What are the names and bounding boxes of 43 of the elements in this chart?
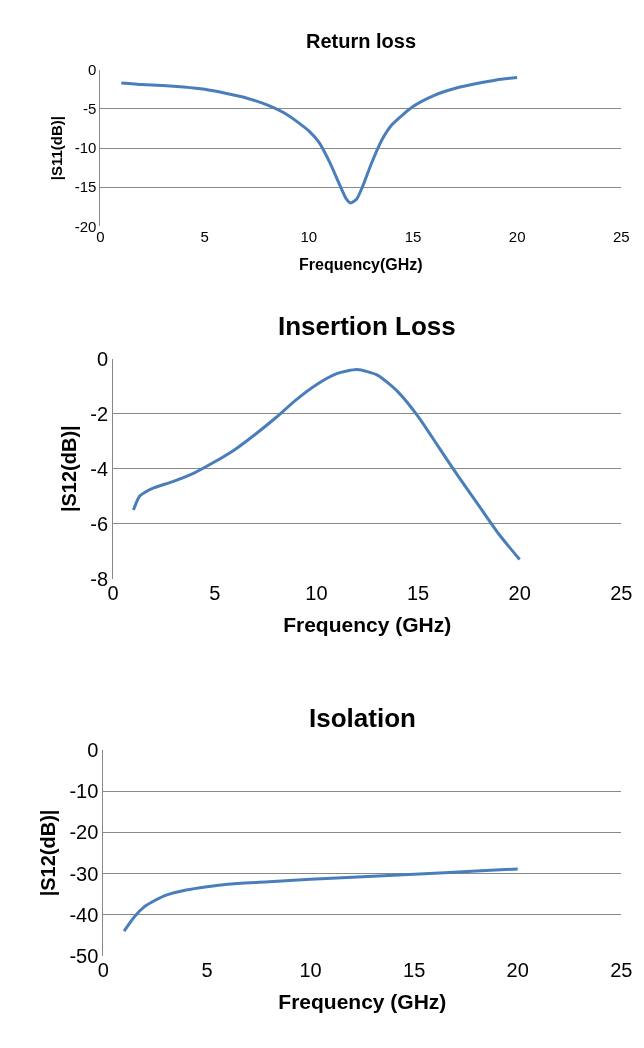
x-tick-label: 10 bbox=[305, 581, 328, 604]
x-tick-label: 15 bbox=[404, 228, 422, 246]
y-tick-label: -20 bbox=[74, 217, 97, 235]
x-tick-label: 25 bbox=[612, 228, 630, 246]
chart-title: Insertion Loss bbox=[278, 311, 456, 341]
y-tick-label: 0 bbox=[87, 739, 99, 762]
y-tick-label: -2 bbox=[90, 402, 109, 425]
y-axis-title: |S12(dB)| bbox=[57, 425, 80, 513]
x-tick-label: 10 bbox=[299, 958, 322, 981]
y-tick-label: -4 bbox=[90, 457, 109, 480]
y-axis-title: |S11(dB)| bbox=[48, 115, 65, 181]
x-tick-label: 5 bbox=[201, 958, 213, 981]
y-tick-label: -10 bbox=[69, 780, 99, 803]
y-tick-label: -8 bbox=[90, 567, 109, 590]
x-axis-title: Frequency(GHz) bbox=[299, 256, 423, 274]
line-series bbox=[131, 368, 522, 562]
y-tick-label: -5 bbox=[83, 100, 97, 118]
y-axis-title: |S12(dB)| bbox=[36, 809, 59, 897]
x-axis-title: Frequency (GHz) bbox=[283, 613, 452, 637]
y-tick-label: -15 bbox=[74, 178, 97, 196]
line-series bbox=[119, 76, 519, 205]
x-tick-label: 25 bbox=[610, 581, 633, 604]
y-tick-label: 0 bbox=[96, 347, 109, 370]
x-axis-title: Frequency (GHz) bbox=[278, 989, 447, 1013]
y-tick-label: -6 bbox=[90, 512, 109, 535]
line-series bbox=[122, 867, 520, 933]
x-tick-label: 15 bbox=[406, 581, 430, 604]
x-tick-label: 20 bbox=[506, 958, 529, 981]
x-tick-label: 5 bbox=[200, 228, 209, 246]
x-tick-label: 25 bbox=[610, 958, 633, 981]
x-tick-label: 20 bbox=[508, 228, 526, 246]
x-tick-label: 15 bbox=[403, 958, 426, 981]
chart-title: Isolation bbox=[309, 703, 416, 733]
y-tick-label: -50 bbox=[69, 944, 99, 967]
x-tick-label: 5 bbox=[209, 581, 221, 604]
y-tick-label: 0 bbox=[88, 60, 97, 78]
y-tick-label: -30 bbox=[69, 862, 99, 885]
y-tick-label: -10 bbox=[74, 139, 97, 157]
y-tick-label: -40 bbox=[69, 903, 99, 926]
x-tick-label: 10 bbox=[300, 228, 318, 246]
x-tick-label: 20 bbox=[508, 581, 531, 604]
chart-title: Return loss bbox=[306, 30, 417, 52]
y-tick-label: -20 bbox=[69, 821, 99, 844]
